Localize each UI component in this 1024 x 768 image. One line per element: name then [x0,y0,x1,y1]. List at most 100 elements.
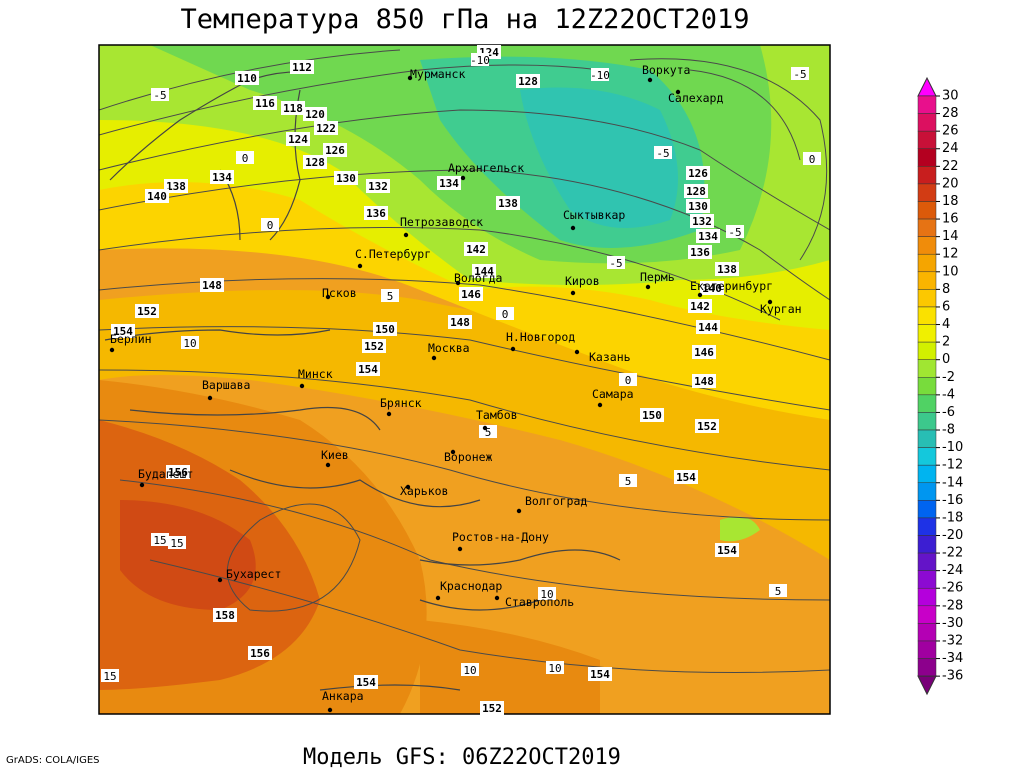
city-dot [482,425,488,431]
temperature-label-box [769,584,787,597]
temperature-label: 0 [267,219,274,232]
temperature-label-box [726,225,744,238]
city-label: Будапешт [138,467,193,481]
colorbar-tick-label: 24 [942,141,959,156]
height-label: 122 [316,122,336,135]
temperature-label-box [101,669,119,682]
city-dot [460,175,466,181]
city-label: Воркута [642,63,690,77]
city-dot [494,595,500,601]
height-label: 130 [336,172,356,185]
height-label: 152 [697,420,717,433]
height-label-box [253,96,277,110]
height-label-box [472,264,496,278]
city-dot [597,402,603,408]
temperature-label-box [619,373,637,386]
height-label: 154 [356,676,376,689]
temperature-label-box [538,587,556,600]
colorbar-segment [917,324,937,343]
height-label: 112 [292,61,312,74]
city-label: С.Петербург [355,247,431,261]
height-label-box [692,345,716,359]
city-label: Краснодар [440,579,502,593]
height-label: 152 [137,305,157,318]
height-label: 144 [474,265,494,278]
temperature-label-box [546,661,564,674]
city-label: Петрозаводск [400,215,483,229]
city-label: Казань [589,350,631,364]
height-label-box [688,245,712,259]
city-dot [405,484,411,490]
height-label-box [303,107,327,121]
city-label: Самара [592,387,634,401]
height-label: 146 [461,288,481,301]
colorbar-tick-label: -10 [942,440,963,455]
height-label-box [684,184,708,198]
height-label-box [715,543,739,557]
map-field [99,45,830,714]
colorbar-segment [917,130,937,149]
height-label: 130 [688,200,708,213]
colorbar-tick-label: -16 [942,493,963,508]
city-dot [697,292,703,298]
colorbar-segment [917,394,937,413]
colorbar-segment [917,236,937,255]
city-label: Бухарест [226,567,281,581]
temperature-label-box [591,68,609,81]
height-label-box [437,176,461,190]
temperature-label: 15 [170,537,183,550]
temperature-label-box [654,146,672,159]
temperature-label: 0 [809,153,816,166]
colorbar-tick-label: -24 [942,563,963,578]
height-label-box [588,667,612,681]
height-label: 154 [358,363,378,376]
city-label: Ставрополь [505,595,574,609]
colorbar-tick-label: 20 [942,176,959,191]
city-dot [435,595,441,601]
temperature-label: -5 [153,89,166,102]
height-label: 144 [698,321,718,334]
colorbar-segment [917,341,937,360]
height-label: 150 [375,323,395,336]
colorbar-segment [917,359,937,378]
temperature-label-box [607,256,625,269]
temperature-label: 10 [540,588,553,601]
colorbar-segment [917,517,937,536]
height-label-box [715,262,739,276]
height-label-box [686,166,710,180]
colorbar-segment [917,412,937,431]
city-label: Псков [322,286,357,300]
height-label-box [235,71,259,85]
height-label-box [640,408,664,422]
height-label-box [334,171,358,185]
colorbar-segment [917,148,937,167]
height-label: 156 [168,466,188,479]
colorbar-segment [917,289,937,308]
city-dot [570,290,576,296]
city-dot [455,280,461,286]
colorbar-segment [917,113,937,132]
temperature-label-box [496,307,514,320]
temperature-label: 0 [502,308,509,321]
height-label: 134 [698,230,718,243]
colorbar-tick-label: -36 [942,669,963,684]
temperature-label: 5 [775,585,782,598]
height-label: 124 [288,133,308,146]
colorbar-tick-label: -4 [942,387,955,402]
city-label: Москва [428,341,470,355]
temperature-label: 0 [242,152,249,165]
height-label: 110 [237,72,257,85]
city-dot [645,284,651,290]
colorbar-tick-label: -14 [942,475,963,490]
height-label: 154 [717,544,737,557]
height-label: 118 [283,102,303,115]
height-label-box [248,646,272,660]
height-label-box [362,339,386,353]
city-dot [386,411,392,417]
temperature-label: -5 [728,226,741,239]
map-frame [98,44,831,715]
colorbar-tick-label: -22 [942,546,963,561]
height-label: 126 [325,144,345,157]
colorbar-segment [917,95,937,114]
height-label: 152 [482,702,502,715]
